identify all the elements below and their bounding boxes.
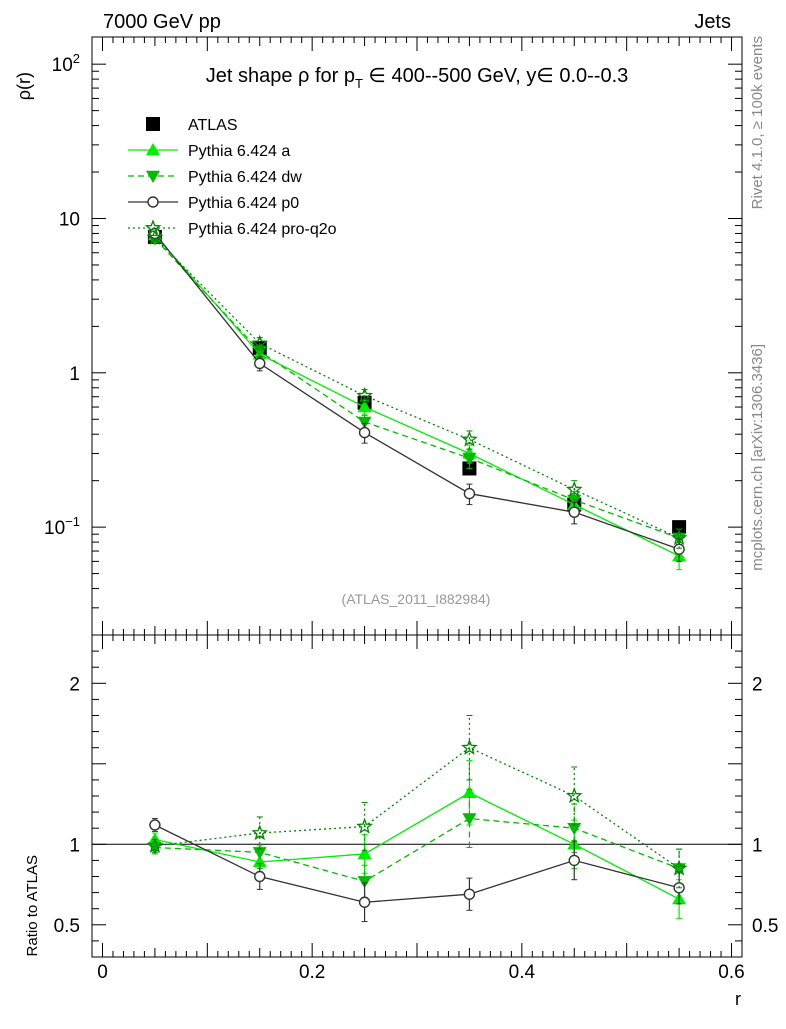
ratio-line-pythia_p0 [154, 824, 680, 903]
ratio-y-tick-label-left: 1 [69, 835, 80, 856]
legend-marker-pythia_dw [146, 170, 160, 183]
legend-item-pythia_a: Pythia 6.424 a [128, 143, 290, 160]
main-line-pythia_dw [154, 238, 680, 539]
ratio-point-pythia_a [252, 855, 267, 868]
x-tick-label: 0 [97, 962, 108, 983]
ratio-point-pythia_dw [252, 847, 267, 860]
legend-label-pythia_p0: Pythia 6.424 p0 [188, 195, 299, 212]
x-tick-label: 0.2 [299, 962, 325, 983]
ratio-y-tick-label-right: 2 [752, 674, 763, 695]
legend-label-pythia_a: Pythia 6.424 a [188, 143, 290, 160]
main-point-pythia_p0 [463, 487, 476, 500]
legend: ATLAS Pythia 6.424 a Pythia 6.424 dw Pythia… [128, 117, 337, 238]
x-tick-label: 0.6 [718, 962, 744, 983]
ratio-series-pythia_p0 [149, 818, 685, 923]
ratio-y-tick-label-right: 1 [752, 835, 763, 856]
ratio-point-pythia_proq2o [461, 738, 478, 755]
legend-marker-pythia_p0 [147, 196, 159, 208]
x-tick-label: 0.4 [509, 962, 536, 983]
ratio-point-pythia_p0 [254, 870, 266, 883]
side-label-bottom: mcplots.cern.ch [arXiv:1306.3436] [749, 344, 766, 571]
ratio-plot-frame [91, 634, 743, 958]
main-point-pythia_proq2o [461, 430, 478, 447]
main-series-pythia_dw [147, 233, 687, 549]
legend-item-pythia_dw: Pythia 6.424 dw [128, 169, 302, 186]
ratio-point-pythia_dw [357, 876, 372, 889]
legend-marker-atlas [146, 117, 160, 131]
ratio-point-pythia_proq2o [146, 837, 164, 854]
main-chart-title: Jet shape ρ for pT ∈ 400--500 GeV, y∈ 0.… [206, 65, 629, 91]
ratio-point-pythia_proq2o [565, 787, 583, 804]
legend-label-pythia_dw: Pythia 6.424 dw [188, 169, 302, 186]
legend-item-pythia_p0: Pythia 6.424 p0 [128, 195, 299, 212]
ratio-point-pythia_p0 [149, 819, 161, 831]
ratio-point-pythia_p0 [568, 854, 580, 867]
analysis-watermark: (ATLAS_2011_I882984) [342, 591, 491, 607]
ratio-point-pythia_p0 [358, 896, 371, 908]
main-line-pythia_proq2o [154, 237, 680, 539]
legend-item-pythia_proq2o: Pythia 6.424 pro-q2o [128, 219, 337, 238]
main-point-pythia_proq2o [251, 334, 269, 351]
main-y-tick-label: 1 [69, 364, 80, 385]
main-y-tick-label: 102 [52, 51, 80, 76]
main-point-pythia_proq2o [670, 529, 688, 546]
ratio-point-pythia_dw [462, 813, 477, 826]
main-point-pythia_p0 [568, 506, 580, 518]
ratio-line-pythia_proq2o [154, 746, 680, 869]
ratio-point-pythia_proq2o [251, 824, 269, 841]
main-y-ticks: 10−1 1 10 102 [44, 51, 742, 636]
ratio-y-axis-label: Ratio to ATLAS [24, 855, 41, 956]
ratio-series-group [146, 715, 688, 923]
x-axis-label: r [735, 989, 741, 1009]
header-right: Jets [694, 11, 731, 33]
ratio-series-pythia_proq2o [146, 715, 688, 889]
main-series-pythia_a [147, 228, 687, 571]
ratio-series-pythia_dw [147, 789, 687, 898]
main-point-pythia_p0 [673, 543, 685, 555]
main-point-atlas [672, 520, 687, 535]
main-point-pythia_dw [567, 494, 582, 507]
legend-label-atlas: ATLAS [188, 117, 238, 134]
main-point-pythia_proq2o [565, 480, 583, 497]
main-series-atlas [147, 229, 687, 535]
main-point-pythia_dw [357, 416, 372, 430]
ratio-point-pythia_a [357, 846, 372, 860]
ratio-y-tick-label-right: 0.5 [752, 916, 778, 937]
main-point-pythia_a [357, 400, 372, 413]
ratio-point-pythia_proq2o [356, 817, 373, 834]
main-point-pythia_p0 [254, 357, 266, 370]
side-label-top: Rivet 4.1.0, ≥ 100k events [749, 36, 766, 209]
main-line-pythia_p0 [154, 233, 680, 550]
ratio-point-pythia_proq2o [670, 859, 688, 876]
ratio-line-pythia_dw [154, 817, 680, 883]
main-line-pythia_a [154, 234, 680, 557]
legend-label-pythia_proq2o: Pythia 6.424 pro-q2o [188, 221, 337, 238]
header-left: 7000 GeV pp [103, 11, 221, 33]
main-y-tick-label: 10−1 [44, 514, 80, 539]
legend-marker-pythia_a [146, 143, 160, 156]
ratio-line-pythia_a [154, 792, 680, 900]
main-y-axis-label: ρ(r) [14, 72, 34, 100]
main-series-group [146, 227, 688, 571]
ratio-y-tick-label-left: 2 [69, 674, 80, 695]
main-point-pythia_dw [462, 452, 477, 466]
x-ticks: 0 0.2 0.4 0.6 [97, 37, 745, 983]
main-point-pythia_proq2o [356, 386, 373, 403]
ratio-y-tick-label-left: 0.5 [54, 916, 80, 937]
legend-item-atlas: ATLAS [146, 117, 238, 134]
main-point-pythia_p0 [358, 426, 371, 439]
ratio-point-pythia_dw [567, 822, 582, 836]
main-series-pythia_proq2o [146, 228, 688, 549]
legend-marker-pythia_proq2o [144, 219, 162, 236]
ratio-point-pythia_p0 [463, 888, 476, 900]
main-point-pythia_proq2o [146, 228, 164, 245]
main-y-tick-label: 10 [59, 209, 80, 230]
ratio-y-ticks: 0.5 0.5 1 1 2 2 [54, 634, 778, 958]
